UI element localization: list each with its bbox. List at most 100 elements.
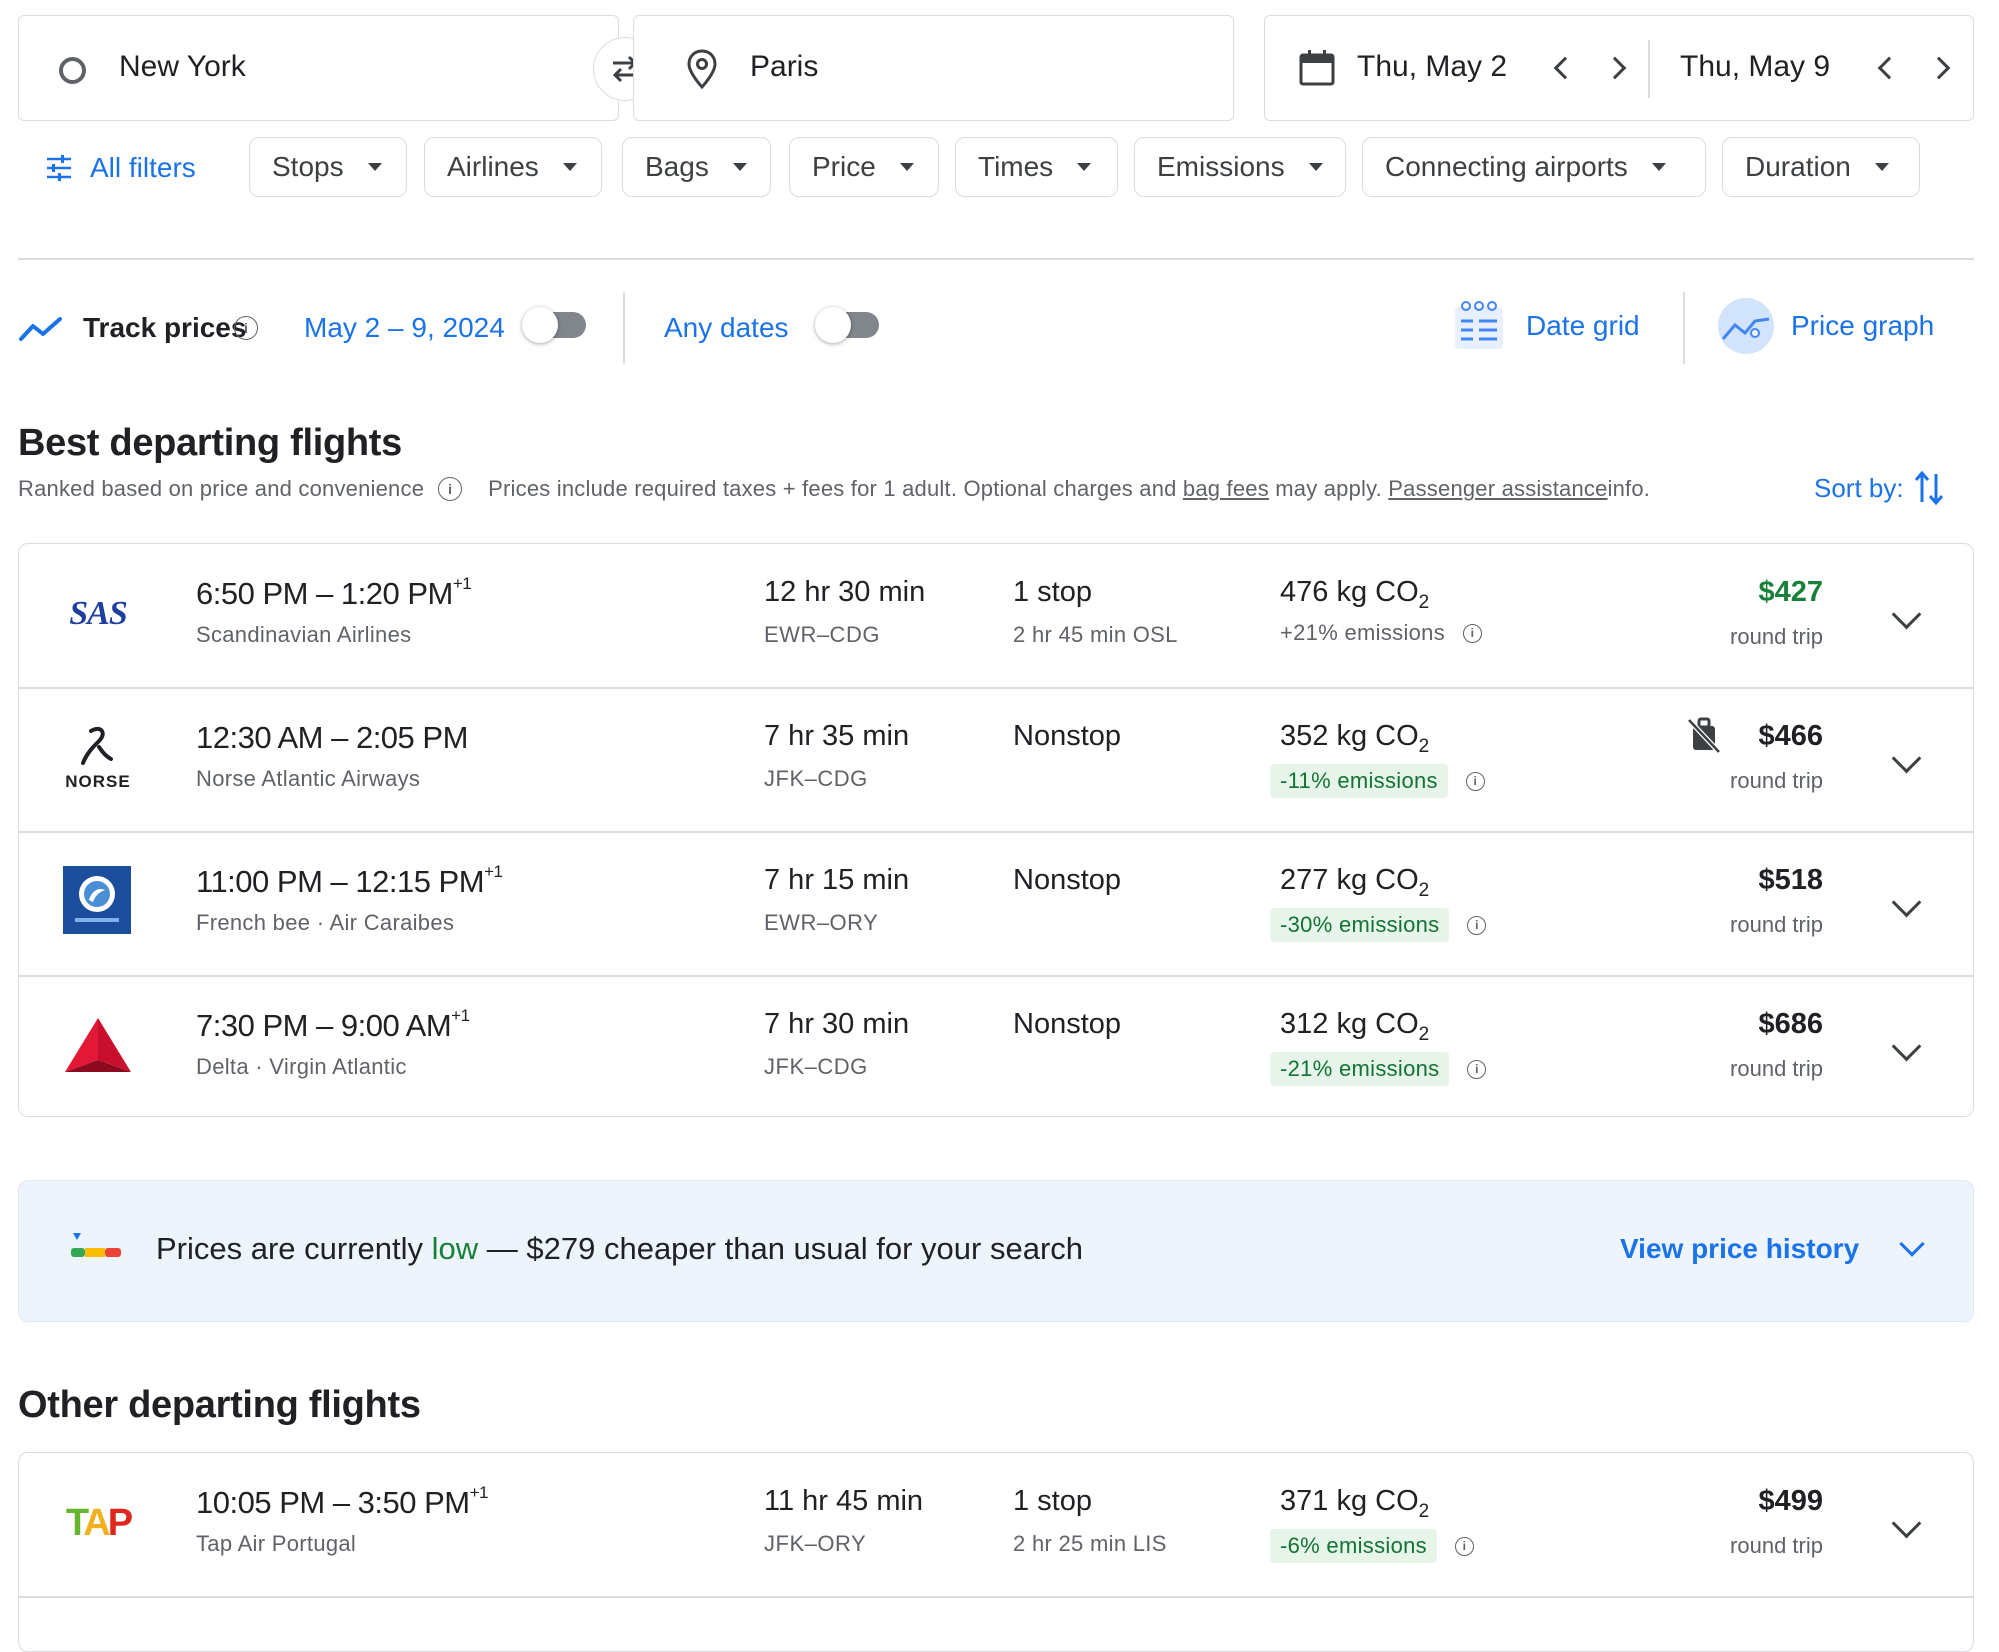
flight-row[interactable]: NORSE 12:30 AM – 2:05 PM Norse Atlantic … <box>19 688 1973 831</box>
track-prices-toggle[interactable] <box>522 307 586 343</box>
chevron-down-icon <box>1899 1231 1925 1257</box>
destination-field[interactable]: Paris <box>633 15 1234 121</box>
insight-suffix: — $279 cheaper than usual for your searc… <box>478 1231 1084 1266</box>
filter-chip-times[interactable]: Times <box>955 137 1118 197</box>
arrive-time: 9:00 AM <box>340 1008 452 1043</box>
depart-time: 12:30 AM <box>196 720 323 755</box>
flight-duration: 7 hr 15 min <box>764 864 910 896</box>
filter-chip-bags[interactable]: Bags <box>622 137 771 197</box>
chip-label: Duration <box>1745 151 1851 182</box>
prices-note: info. <box>1607 476 1651 501</box>
row-divider <box>19 687 1973 689</box>
filter-chip-airlines[interactable]: Airlines <box>424 137 602 197</box>
co2-value: 476 kg CO2 <box>1280 576 1430 613</box>
chip-label: Connecting airports <box>1385 151 1628 182</box>
flight-times: 7:30 PM – 9:00 AM+1 <box>196 1005 470 1043</box>
chevron-down-icon[interactable] <box>1891 887 1922 918</box>
divider <box>18 258 1974 260</box>
flight-duration: 11 hr 45 min <box>764 1485 924 1517</box>
sort-icon <box>1914 470 1943 506</box>
co2-text: 371 kg CO <box>1280 1485 1419 1517</box>
flight-price: $466 <box>1758 720 1823 752</box>
date-grid-label: Date grid <box>1526 310 1640 341</box>
dropdown-caret-icon <box>1308 163 1323 171</box>
info-icon[interactable]: i <box>1467 915 1487 935</box>
depart-date[interactable]: Thu, May 2 <box>1357 50 1508 83</box>
price-note: round trip <box>1730 1533 1823 1558</box>
location-pin-icon <box>687 49 717 90</box>
plus-day: +1 <box>469 1482 489 1502</box>
info-icon[interactable]: i <box>1454 1536 1474 1556</box>
all-filters-label: All filters <box>90 152 196 183</box>
flight-row[interactable]: TAP 10:05 PM – 3:50 PM+1 Tap Air Portuga… <box>19 1453 1973 1596</box>
chevron-down-icon[interactable] <box>1891 1031 1922 1062</box>
chevron-down-icon[interactable] <box>1891 743 1922 774</box>
flight-duration: 12 hr 30 min <box>764 576 926 608</box>
co2-text: 352 kg CO <box>1280 720 1419 752</box>
flight-times: 11:00 PM – 12:15 PM+1 <box>196 861 503 899</box>
chip-label: Times <box>978 151 1054 182</box>
airline-logo-delta <box>63 1011 133 1081</box>
best-flights-notes: Ranked based on price and convenience i … <box>18 476 1650 502</box>
flight-price: $518 <box>1758 864 1823 896</box>
price-level-icon <box>71 1233 121 1257</box>
emissions-text: +21% emissions <box>1280 620 1445 645</box>
info-icon[interactable]: i <box>1467 1059 1487 1079</box>
stop-detail: 2 hr 25 min LIS <box>1013 1531 1167 1556</box>
flight-row[interactable]: SAS 6:50 PM – 1:20 PM+1 Scandinavian Air… <box>19 544 1973 687</box>
airline-name: Tap Air Portugal <box>196 1531 357 1556</box>
airline-name: Norse Atlantic Airways <box>196 766 421 791</box>
chevron-right-icon[interactable] <box>1927 56 1951 80</box>
emissions-note: -30% emissions i <box>1270 908 1487 942</box>
date-grid-button[interactable]: Date grid <box>1452 296 1640 356</box>
filter-chip-stops[interactable]: Stops <box>249 137 407 197</box>
chevron-down-icon[interactable] <box>1891 1508 1922 1539</box>
flight-times: 12:30 AM – 2:05 PM <box>196 720 468 755</box>
flight-price: $686 <box>1758 1008 1823 1040</box>
chip-label: Airlines <box>447 151 539 182</box>
return-date[interactable]: Thu, May 9 <box>1680 50 1831 83</box>
emissions-note: +21% emissions i <box>1280 620 1482 646</box>
sort-button[interactable]: Sort by: <box>1814 468 1946 508</box>
all-filters-button[interactable]: All filters <box>44 146 196 190</box>
filter-chip-price[interactable]: Price <box>789 137 939 197</box>
any-dates-toggle[interactable] <box>815 307 879 343</box>
flight-stops: Nonstop <box>1013 1008 1122 1040</box>
info-icon[interactable]: i <box>234 316 258 340</box>
chevron-right-icon[interactable] <box>1603 56 1627 80</box>
emissions-note: -11% emissions i <box>1270 764 1485 798</box>
track-prices-label: Track prices <box>83 312 247 343</box>
ranked-note: Ranked based on price and convenience <box>18 476 425 501</box>
filter-chip-duration[interactable]: Duration <box>1722 137 1920 197</box>
emissions-badge: -6% emissions <box>1270 1529 1437 1563</box>
co2-value: 277 kg CO2 <box>1280 864 1430 901</box>
flight-route: JFK–CDG <box>764 766 868 791</box>
chevron-left-icon[interactable] <box>1877 56 1901 80</box>
flight-route: JFK–CDG <box>764 1054 868 1079</box>
bag-fees-link[interactable]: bag fees <box>1182 476 1269 501</box>
airline-name: French bee · Air Caraibes <box>196 910 455 935</box>
view-price-history-button[interactable]: View price history <box>1620 1231 1925 1265</box>
info-icon[interactable]: i <box>1465 771 1485 791</box>
frenchbee-logo-mark <box>75 876 119 922</box>
chevron-left-icon[interactable] <box>1553 56 1577 80</box>
filter-chip-emissions[interactable]: Emissions <box>1134 137 1346 197</box>
origin-value: New York <box>119 50 246 83</box>
date-field[interactable]: Thu, May 2 Thu, May 9 <box>1264 15 1974 121</box>
origin-field[interactable]: New York <box>18 15 619 121</box>
date-divider <box>1648 40 1650 98</box>
price-level: low <box>431 1231 479 1266</box>
passenger-assistance-link[interactable]: Passenger assistance <box>1388 476 1608 501</box>
price-graph-button[interactable]: Price graph <box>1717 296 1934 356</box>
flight-row[interactable]: 11:00 PM – 12:15 PM+1 French bee · Air C… <box>19 832 1973 975</box>
info-icon[interactable]: i <box>438 477 463 501</box>
info-icon[interactable]: i <box>1463 623 1482 643</box>
flight-row[interactable]: 7:30 PM – 9:00 AM+1 Delta · Virgin Atlan… <box>19 976 1973 1119</box>
chevron-down-icon[interactable] <box>1891 599 1922 630</box>
filter-chip-connecting-airports[interactable]: Connecting airports <box>1362 137 1706 197</box>
norse-logo-mark <box>81 726 113 765</box>
emissions-badge: -30% emissions <box>1270 908 1450 942</box>
tap-logo-text: TAP <box>65 1501 133 1544</box>
co2-value: 352 kg CO2 <box>1280 720 1430 757</box>
sort-label: Sort by: <box>1814 472 1904 503</box>
